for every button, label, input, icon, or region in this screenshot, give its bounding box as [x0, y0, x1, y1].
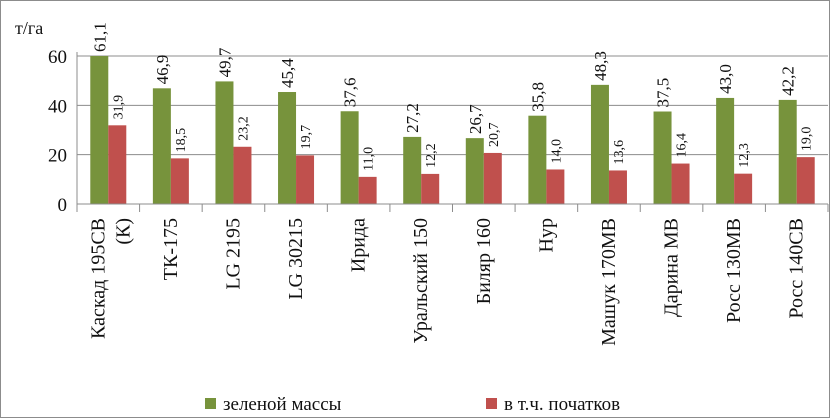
bar-green-mass: [403, 136, 422, 204]
data-label-green-mass: 46,9: [153, 55, 172, 85]
x-category-label: Росс 130МВ: [723, 218, 745, 323]
x-category-label: ТК-175: [160, 218, 182, 280]
x-category-label: Биляр 160: [473, 218, 495, 304]
y-tick-label: 20: [48, 146, 67, 167]
bar-green-mass: [716, 97, 735, 204]
x-category-label: (К): [112, 218, 134, 245]
legend: зеленой массы в т.ч. початков: [205, 394, 620, 415]
data-label-green-mass: 43,0: [716, 64, 735, 94]
data-label-cobs: 12,2: [424, 143, 439, 168]
legend-green-mass-label: зеленой массы: [223, 394, 342, 415]
y-tick-label: 40: [48, 96, 67, 117]
bar-green-mass: [278, 92, 297, 204]
data-label-green-mass: 26,7: [466, 104, 485, 134]
legend-cobs-label: в т.ч. початков: [504, 394, 620, 415]
bar-green-mass: [152, 88, 171, 204]
bar-cobs: [546, 169, 565, 204]
bar-green-mass: [778, 99, 797, 204]
gridlines: [77, 55, 828, 156]
data-label-green-mass: 37,5: [654, 78, 673, 108]
data-label-green-mass: 48,3: [591, 51, 610, 81]
data-label-cobs: 13,6: [612, 140, 627, 165]
data-label-green-mass: 37,6: [341, 78, 360, 108]
data-label-green-mass: 49,7: [215, 47, 234, 77]
data-label-cobs: 31,9: [111, 95, 126, 119]
bar-green-mass: [215, 81, 234, 204]
bar-cobs: [421, 173, 440, 204]
legend-green-mass-swatch: [205, 398, 216, 409]
data-label-green-mass: 45,4: [278, 58, 297, 88]
y-tick-label: 0: [58, 195, 68, 216]
x-category-label: Дарина МВ: [661, 218, 683, 317]
data-label-green-mass: 35,8: [528, 82, 547, 112]
x-category-label: LG 2195: [222, 218, 244, 290]
bar-cobs: [108, 125, 127, 204]
x-category-label: LG 30215: [285, 218, 307, 300]
x-category-label: Каскад 195СВ: [87, 218, 109, 339]
x-category-label: Росс 140СВ: [786, 218, 808, 319]
bar-green-mass: [528, 115, 547, 204]
x-category-label: Нур: [535, 218, 557, 252]
bar-cobs: [796, 157, 815, 204]
bar-cobs: [671, 163, 690, 204]
bar-cobs: [170, 158, 189, 204]
data-label-cobs: 14,0: [549, 139, 564, 164]
bar-green-mass: [590, 84, 609, 204]
data-label-cobs: 19,7: [299, 125, 314, 150]
y-axis-label: т/га: [15, 18, 43, 38]
bar-cobs: [734, 173, 753, 204]
bar-green-mass: [653, 111, 672, 204]
bar-cobs: [358, 176, 377, 204]
data-label-cobs: 23,2: [236, 116, 251, 140]
data-label-cobs: 12,3: [737, 143, 752, 168]
data-label-green-mass: 27,2: [403, 103, 422, 133]
legend-cobs-swatch: [486, 398, 497, 409]
bars: [90, 56, 815, 204]
bar-green-mass: [90, 56, 109, 204]
x-category-label: Уральский 150: [410, 218, 432, 344]
data-label-cobs: 16,4: [675, 133, 690, 158]
y-tick-label: 60: [48, 47, 67, 68]
bar-cobs: [483, 152, 502, 204]
data-label-green-mass: 61,1: [90, 22, 109, 52]
bar-green-mass: [340, 111, 359, 204]
bar-cobs: [296, 155, 315, 204]
axes: 0 20 40 60 Каскад 195СВ (К) ТК-175 LG 2195 LG 30…: [48, 47, 829, 346]
data-label-cobs: 11,0: [362, 147, 377, 171]
bar-cobs: [233, 146, 252, 204]
data-label-cobs: 20,7: [487, 122, 502, 146]
data-label-cobs: 19,0: [800, 127, 815, 152]
data-label-cobs: 18,5: [174, 128, 189, 153]
data-labels: 61,1 31,9 46,9 18,5 49,7 23,2 45,4 19,7 37,6 11,0…: [90, 22, 814, 171]
x-category-label: Ирида: [348, 218, 370, 272]
bar-cobs: [608, 170, 627, 204]
x-category-label: Машук 170МВ: [598, 218, 620, 346]
bar-green-mass: [465, 138, 484, 204]
data-label-green-mass: 42,2: [779, 66, 798, 96]
